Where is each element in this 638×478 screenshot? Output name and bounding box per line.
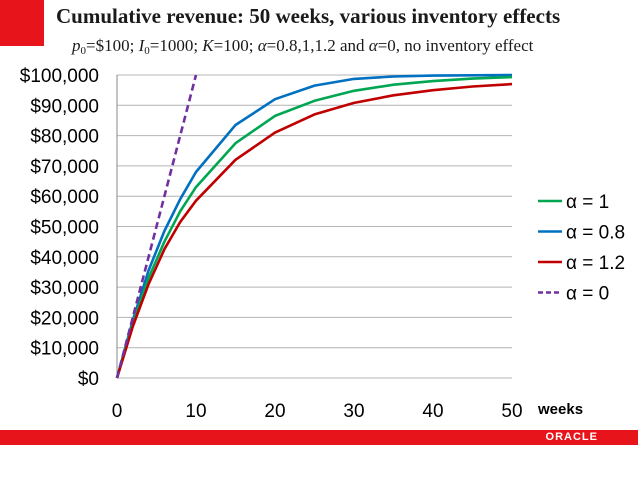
legend-label: α = 1 — [566, 192, 609, 213]
x-tick-label: 50 — [501, 401, 522, 422]
brand-red-mark — [0, 0, 44, 46]
y-tick-label: $80,000 — [30, 127, 99, 148]
y-tick-label: $40,000 — [30, 248, 99, 269]
y-tick-label: $50,000 — [30, 218, 99, 239]
y-tick-label: $60,000 — [30, 187, 99, 208]
y-tick-label: $30,000 — [30, 278, 99, 299]
series-line — [115, 73, 513, 379]
line-chart: $0 $10,000 $20,000 $30,000 $40,000 $50,000 $60… — [20, 66, 625, 422]
x-tick-label: 40 — [422, 401, 443, 422]
chart-subtitle: p0=$100; I0=1000; K=100; α=0.8,1,1.2 and… — [72, 36, 534, 57]
series-line — [115, 75, 513, 379]
legend: α = 1 α = 0.8 α = 1.2 α = 0 — [538, 192, 625, 305]
series-lines — [115, 73, 513, 379]
x-axis-label: weeks — [537, 401, 583, 418]
y-tick-label: $70,000 — [30, 157, 99, 178]
oracle-logo: ORACLE — [545, 431, 598, 443]
legend-label: α = 0.8 — [566, 223, 625, 244]
legend-label: α = 0 — [566, 284, 609, 305]
series-line — [115, 74, 198, 379]
x-axis-tick-labels: 0 10 20 30 40 50 — [112, 401, 523, 422]
y-tick-label: $10,000 — [30, 339, 99, 360]
x-tick-label: 0 — [112, 401, 123, 422]
y-tick-label: $100,000 — [20, 66, 99, 87]
series-line — [115, 82, 513, 379]
legend-label: α = 1.2 — [566, 253, 625, 274]
x-tick-label: 10 — [185, 401, 206, 422]
y-tick-label: $0 — [78, 369, 99, 390]
x-tick-label: 20 — [264, 401, 285, 422]
x-tick-label: 30 — [343, 401, 364, 422]
footer-red-bar — [0, 430, 638, 445]
y-tick-label: $90,000 — [30, 96, 99, 117]
chart-title: Cumulative revenue: 50 weeks, various in… — [56, 4, 561, 28]
y-tick-label: $20,000 — [30, 308, 99, 329]
y-axis-tick-labels: $0 $10,000 $20,000 $30,000 $40,000 $50,000 $60… — [20, 66, 99, 390]
